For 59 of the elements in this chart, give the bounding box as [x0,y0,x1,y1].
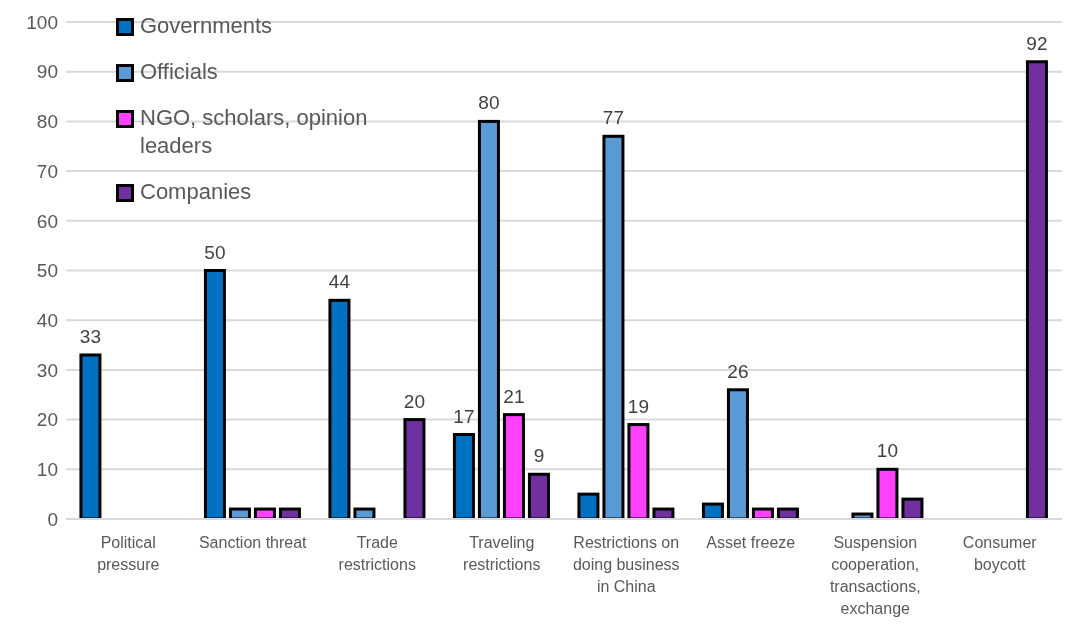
x-tick-label: Traveling restrictions [463,534,541,574]
bar [701,502,724,519]
y-tick-label: 60 [36,210,58,232]
x-tick-label: Asset freeze [706,534,796,552]
bar [79,353,102,519]
y-tick-label: 100 [26,11,58,33]
y-tick-label: 10 [36,459,58,481]
bar [876,467,899,519]
bar [228,507,251,519]
legend-label: NGO, scholars, opinion leaders [140,104,369,160]
bar [477,119,500,519]
y-tick-label: 70 [36,160,58,182]
bar [502,413,525,519]
bar [577,492,600,519]
bar [901,497,924,519]
data-label: 33 [79,325,102,347]
data-label: 92 [1026,32,1048,54]
data-label: 50 [204,241,226,263]
bar [353,507,376,519]
x-tick-label: Political pressure [97,534,160,574]
x-tick-label: Trade restrictions [338,534,416,574]
legend-label: Governments [140,12,273,40]
data-label: 80 [478,92,500,114]
y-tick-label: 50 [36,260,58,282]
bar [328,298,351,519]
bar [452,433,475,519]
x-tick-label: Consumer boycott [962,534,1038,574]
x-tick-label: Restrictions on doing business in China [572,534,680,596]
bar [1025,60,1048,519]
data-label: 17 [453,405,475,427]
y-tick-label: 20 [36,409,58,431]
bar [751,507,774,519]
data-label: 21 [503,385,525,407]
bar [652,507,675,519]
data-label: 10 [876,440,899,462]
data-label: 9 [533,445,545,467]
bar [278,507,301,519]
bar [602,134,625,519]
data-label: 20 [403,390,426,412]
data-label: 44 [328,271,351,293]
legend-label: Officials [140,58,218,86]
data-label: 19 [627,395,650,417]
bar [403,418,426,519]
data-label: 77 [602,107,625,129]
bar [253,507,276,519]
x-tick-label: Sanction threat [198,534,308,552]
data-label: 26 [727,360,749,382]
y-tick-label: 40 [36,309,58,331]
bar [726,388,749,519]
x-tick-label: Suspension cooperation, transactions, exchange [829,534,921,618]
y-tick-label: 0 [47,508,58,530]
bar [776,507,799,519]
y-tick-label: 80 [36,111,58,133]
bar [203,269,226,519]
bar [527,472,550,519]
bar [627,423,650,519]
y-tick-label: 90 [36,61,58,83]
y-tick-label: 30 [36,359,58,381]
legend-label: Companies [140,178,252,206]
